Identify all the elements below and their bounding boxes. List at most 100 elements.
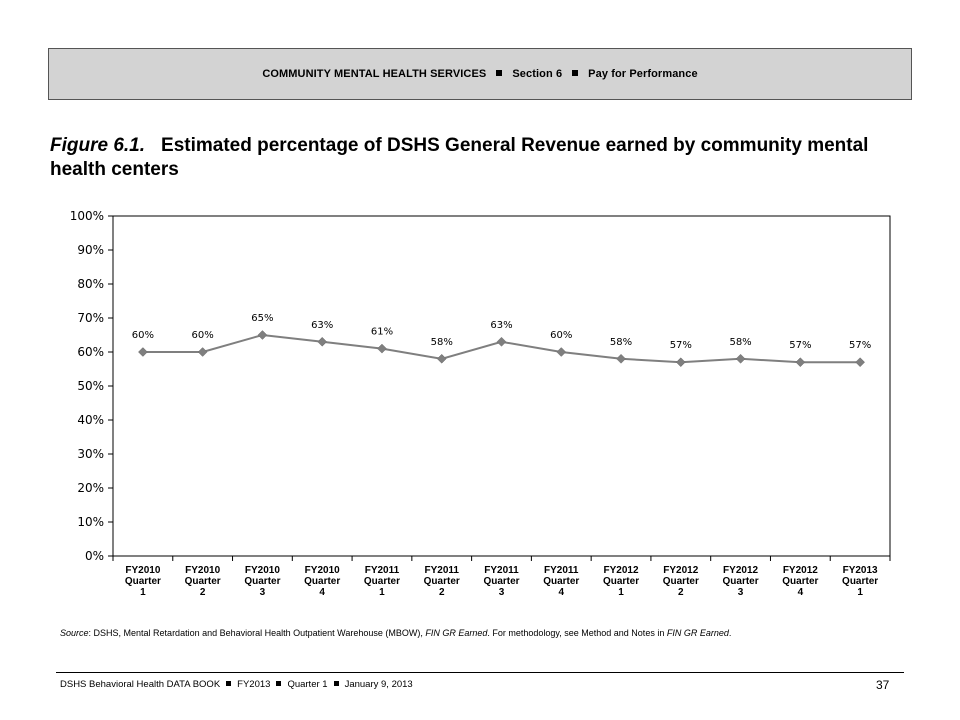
x-category-label-line: FY2011: [484, 565, 519, 576]
x-category-label-line: Quarter: [364, 576, 400, 587]
x-category-label: FY2012 Quarter 2: [663, 565, 699, 598]
page-number: 37: [876, 678, 890, 692]
data-point-marker: [855, 357, 865, 368]
footer-quarter: Quarter 1: [287, 679, 328, 690]
y-tick-label: 40%: [77, 413, 104, 427]
x-category-label-line: Quarter: [842, 576, 878, 587]
x-category-label: FY2010 Quarter 4: [304, 565, 340, 598]
data-point-marker: [138, 347, 148, 357]
footer: DSHS Behavioral Health DATA BOOK FY2013 Qu…: [60, 679, 413, 690]
x-category-label: FY2012 Quarter 4: [782, 565, 818, 598]
x-category-label-line: 4: [558, 587, 564, 598]
data-value-label: 60%: [132, 330, 154, 341]
x-category-label-line: 1: [140, 587, 146, 598]
x-category-label: FY2011 Quarter 1: [364, 565, 400, 598]
figure-number: Figure 6.1.: [50, 135, 146, 156]
x-category-label-line: FY2012: [723, 565, 758, 576]
x-category-label: FY2012 Quarter 3: [723, 565, 759, 598]
x-category-label-line: 1: [618, 587, 624, 598]
header-bullet-icon: [572, 70, 579, 76]
x-category-label: FY2011 Quarter 4: [543, 565, 579, 598]
data-point-marker: [257, 330, 268, 340]
data-point-marker: [436, 353, 447, 364]
y-tick-label: 70%: [77, 311, 104, 325]
x-category-label: FY2011 Quarter 2: [424, 565, 460, 598]
footer-divider: [56, 672, 904, 673]
header-section-topic: Pay for Performance: [588, 68, 698, 80]
data-value-label: 58%: [729, 337, 751, 348]
x-category-label-line: Quarter: [663, 576, 699, 587]
y-tick-label: 90%: [77, 243, 104, 257]
x-category-label-line: Quarter: [603, 576, 639, 587]
y-tick-label: 20%: [77, 481, 104, 495]
x-category-label-line: 3: [738, 587, 744, 598]
y-tick-label: 60%: [77, 345, 104, 359]
data-point-marker: [616, 353, 626, 364]
x-category-label: FY2013 Quarter 1: [842, 565, 878, 598]
x-category-label-line: FY2011: [544, 565, 579, 576]
header-section-name: COMMUNITY MENTAL HEALTH SERVICES: [262, 68, 487, 80]
x-category-label-line: 2: [200, 587, 206, 598]
x-category-label-line: Quarter: [543, 576, 579, 587]
x-category-label: FY2012 Quarter 1: [603, 565, 639, 598]
figure-caption: Estimated percentage of DSHS General Rev…: [50, 135, 869, 180]
x-category-label-line: Quarter: [424, 576, 460, 587]
data-value-label: 60%: [192, 330, 214, 341]
data-point-marker: [556, 347, 567, 357]
data-value-label: 58%: [610, 337, 632, 348]
x-category-label-line: FY2011: [424, 565, 459, 576]
y-tick-label: 0%: [85, 549, 104, 563]
footer-bullet-icon: [333, 681, 339, 686]
plot-area-frame: [112, 215, 891, 557]
x-category-label-line: FY2010: [245, 565, 280, 576]
x-category-label-line: 3: [499, 587, 505, 598]
x-category-label-line: 2: [678, 587, 684, 598]
x-category-label: FY2011 Quarter 3: [483, 565, 519, 598]
x-category-label-line: Quarter: [244, 576, 280, 587]
data-point-marker: [197, 347, 208, 357]
x-category-label-line: FY2010: [125, 565, 160, 576]
x-category-label-line: 2: [439, 587, 445, 598]
x-category-label-line: FY2010: [305, 565, 340, 576]
footer-bullet-icon: [276, 681, 282, 686]
data-value-label: 58%: [431, 337, 453, 348]
source-italic-a: FIN GR Earned: [425, 628, 488, 638]
x-category-label-line: FY2012: [783, 565, 818, 576]
y-tick-label: 50%: [77, 379, 104, 393]
data-value-label: 57%: [789, 340, 811, 351]
data-point-marker: [317, 336, 328, 347]
x-category-label-line: FY2011: [365, 565, 400, 576]
x-category-label-line: FY2013: [843, 565, 878, 576]
data-point-marker: [496, 336, 507, 347]
footer-bullet-icon: [226, 681, 232, 686]
x-category-label-line: 1: [857, 587, 863, 598]
x-category-label-line: FY2012: [663, 565, 698, 576]
x-category-label-line: Quarter: [185, 576, 221, 587]
y-tick-label: 10%: [77, 515, 104, 529]
x-category-label-line: FY2012: [604, 565, 639, 576]
data-value-label: 61%: [371, 327, 393, 338]
header-section-number: Section 6: [512, 68, 563, 80]
data-value-label: 63%: [311, 320, 333, 331]
footer-date: January 9, 2013: [344, 679, 413, 690]
footer-publication: DSHS Behavioral Health DATA BOOK: [60, 679, 221, 690]
x-category-label-line: Quarter: [304, 576, 340, 587]
source-label: Source: [60, 628, 89, 638]
source-text-a: : DSHS, Mental Retardation and Behaviora…: [88, 628, 426, 638]
data-point-marker: [795, 357, 806, 368]
x-category-label-line: Quarter: [483, 576, 519, 587]
data-value-label: 57%: [670, 340, 692, 351]
data-point-marker: [735, 353, 746, 364]
data-value-label: 57%: [849, 340, 871, 351]
x-category-label-line: 4: [319, 587, 325, 598]
source-text-c: .: [728, 628, 732, 638]
x-category-label-line: Quarter: [125, 576, 161, 587]
x-category-label: FY2010 Quarter 2: [185, 565, 221, 598]
x-category-label-line: Quarter: [782, 576, 818, 587]
data-point-marker: [377, 343, 387, 354]
y-tick-label: 100%: [70, 209, 104, 223]
header-bullet-icon: [496, 70, 503, 76]
section-header: COMMUNITY MENTAL HEALTH SERVICES Section…: [48, 48, 912, 100]
footer-fiscal-year: FY2013: [237, 679, 271, 690]
x-category-label-line: 4: [798, 587, 804, 598]
